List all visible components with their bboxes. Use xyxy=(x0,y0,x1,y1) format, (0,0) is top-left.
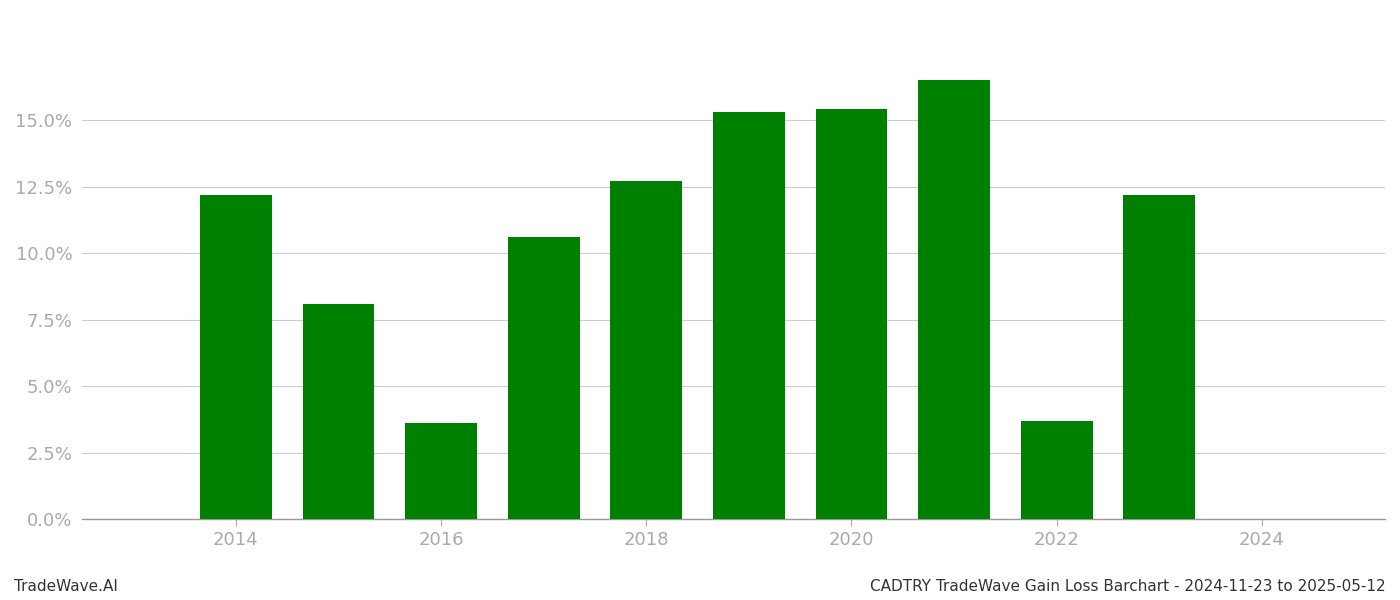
Bar xyxy=(713,112,785,519)
Bar xyxy=(918,80,990,519)
Text: CADTRY TradeWave Gain Loss Barchart - 2024-11-23 to 2025-05-12: CADTRY TradeWave Gain Loss Barchart - 20… xyxy=(871,579,1386,594)
Bar xyxy=(405,424,477,519)
Bar xyxy=(508,237,580,519)
Bar xyxy=(1123,194,1196,519)
Bar xyxy=(200,194,272,519)
Bar xyxy=(302,304,374,519)
Bar xyxy=(816,109,888,519)
Bar xyxy=(1021,421,1092,519)
Text: TradeWave.AI: TradeWave.AI xyxy=(14,579,118,594)
Bar xyxy=(610,181,682,519)
